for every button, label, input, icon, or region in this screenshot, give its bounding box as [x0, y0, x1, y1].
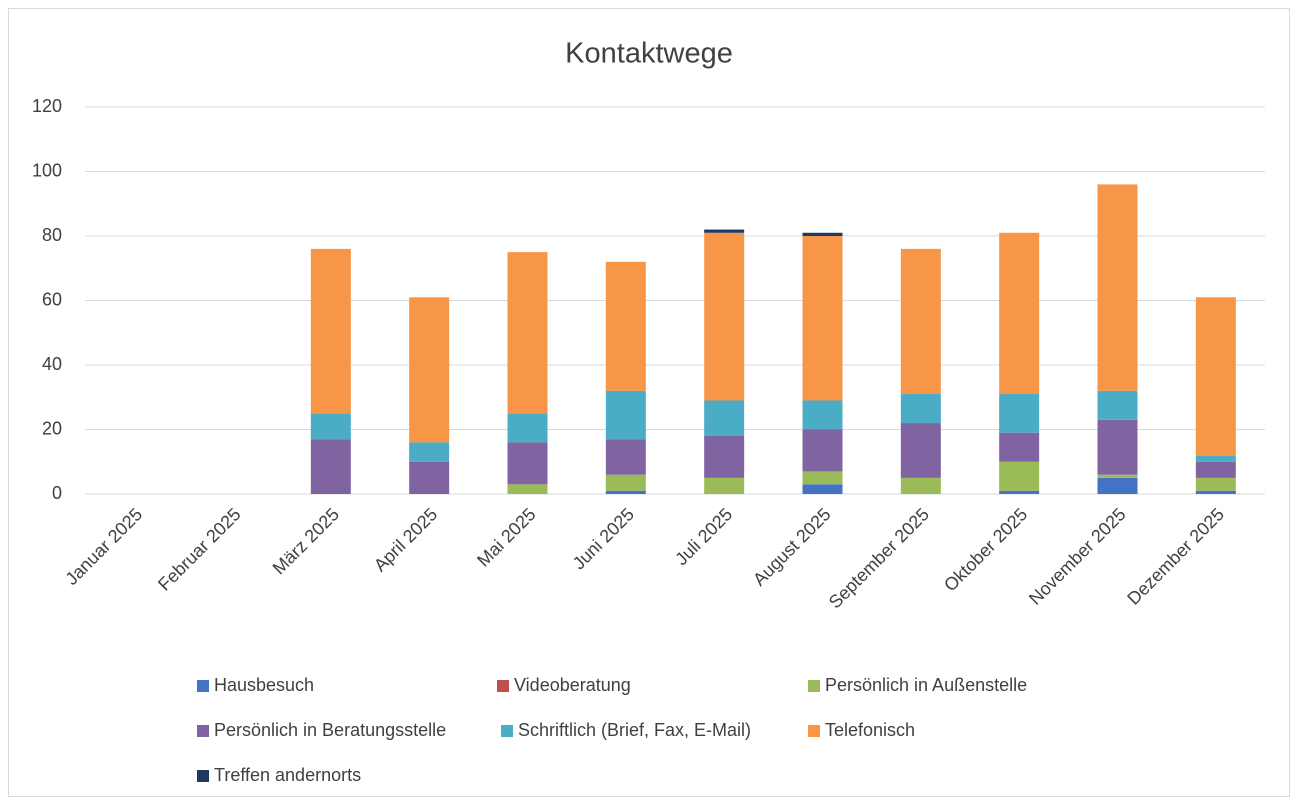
- bar-segment: [409, 442, 450, 462]
- y-tick-label: 20: [42, 418, 62, 438]
- bar-segment: [1195, 490, 1236, 494]
- legend-swatch: [501, 725, 513, 737]
- legend-swatch: [197, 770, 209, 782]
- bar-segment: [999, 461, 1040, 491]
- bar-segment: [802, 471, 843, 485]
- bar-segment: [704, 229, 745, 233]
- bar-segment: [900, 394, 941, 424]
- bar-segment: [507, 413, 548, 443]
- bar-segment: [802, 429, 843, 472]
- legend-label: Schriftlich (Brief, Fax, E-Mail): [518, 720, 751, 740]
- bar-segment: [310, 439, 351, 494]
- bar-segment: [704, 400, 745, 436]
- bar-segment: [409, 461, 450, 494]
- y-tick-label: 0: [52, 483, 62, 503]
- legend-label: Treffen andernorts: [214, 765, 361, 785]
- legend-label: Hausbesuch: [214, 675, 314, 695]
- bar-segment: [1097, 419, 1138, 475]
- bar-segment: [507, 484, 548, 494]
- bar-segment: [605, 439, 646, 475]
- bar-segment: [1195, 297, 1236, 456]
- bar-segment: [900, 477, 941, 494]
- y-tick-label: 40: [42, 354, 62, 374]
- bar-segment: [802, 232, 843, 236]
- bar-segment: [1195, 461, 1236, 478]
- legend-label: Persönlich in Außenstelle: [825, 675, 1027, 695]
- bar-segment: [1195, 455, 1236, 462]
- bar-segment: [1097, 390, 1138, 420]
- bar-segment: [704, 232, 745, 401]
- legend-label: Videoberatung: [514, 675, 631, 695]
- bar-segment: [802, 400, 843, 430]
- bar-segment: [605, 261, 646, 391]
- bar-segment: [507, 442, 548, 485]
- legend-label: Persönlich in Beratungsstelle: [214, 720, 446, 740]
- bar-segment: [1097, 474, 1138, 478]
- chart-title: Kontaktwege: [565, 38, 733, 70]
- bar-segment: [409, 297, 450, 443]
- bar-segment: [900, 423, 941, 478]
- y-tick-label: 80: [42, 225, 62, 245]
- bar-segment: [999, 432, 1040, 462]
- bar-segment: [999, 394, 1040, 433]
- bar-segment: [605, 390, 646, 440]
- bar-segment: [802, 484, 843, 494]
- bar-segment: [802, 236, 843, 401]
- bar-segment: [605, 490, 646, 494]
- legend-swatch: [197, 725, 209, 737]
- y-tick-label: 120: [32, 96, 62, 116]
- bar-segment: [310, 413, 351, 440]
- bar-segment: [310, 248, 351, 414]
- bar-segment: [900, 248, 941, 395]
- bar-segment: [1097, 477, 1138, 494]
- bar-segment: [704, 477, 745, 494]
- legend-swatch: [197, 680, 209, 692]
- y-tick-label: 60: [42, 289, 62, 309]
- legend-swatch: [808, 680, 820, 692]
- bar-segment: [704, 435, 745, 478]
- chart-border: [8, 8, 1290, 797]
- y-tick-label: 100: [32, 160, 62, 180]
- bar-segment: [1097, 184, 1138, 391]
- bar-segment: [507, 252, 548, 414]
- bar-segment: [999, 490, 1040, 494]
- bar-segment: [605, 474, 646, 491]
- bar-segment: [999, 232, 1040, 395]
- bar-segment: [1195, 477, 1236, 491]
- legend-label: Telefonisch: [825, 720, 915, 740]
- legend-swatch: [808, 725, 820, 737]
- legend-swatch: [497, 680, 509, 692]
